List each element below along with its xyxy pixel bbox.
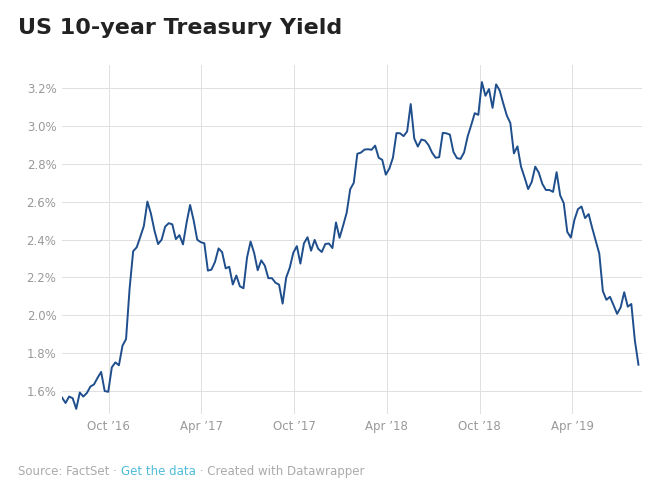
Text: · Created with Datawrapper: · Created with Datawrapper (196, 465, 364, 478)
Text: US 10-year Treasury Yield: US 10-year Treasury Yield (18, 18, 342, 38)
Text: Get the data: Get the data (120, 465, 196, 478)
Text: Source: FactSet ·: Source: FactSet · (18, 465, 120, 478)
